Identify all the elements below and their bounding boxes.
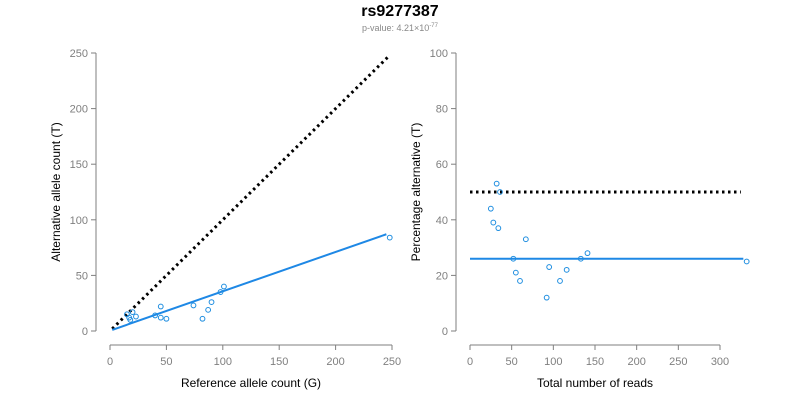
right-panel-data-point [522,236,529,243]
left-panel-data-point [157,303,164,310]
left-panel-data-point [199,315,206,322]
right-panel-y-tick-label: 80 [436,104,448,116]
left-panel-x-axis-title: Reference allele count (G) [181,376,321,390]
left-panel-x-tick-label: 250 [383,356,401,368]
right-panel-data-point [557,278,563,284]
right-panel-data-point [490,219,497,226]
left-panel-y-tick-label: 150 [70,159,88,171]
left-panel-data-point [129,309,136,315]
right-panel-data-point [563,266,570,273]
left-panel-data-point [152,312,159,319]
left-panel-data-point [221,283,227,290]
right-panel-data-point [577,255,584,262]
right-panel-x-axis-title: Total number of reads [537,376,653,390]
left-panel-x-tick-label: 100 [214,356,232,368]
left-panel-data-point [205,306,212,313]
chart-subtitle: p-value: 4.21×10-77 [0,23,800,33]
left-panel-data-point [127,316,134,323]
right-panel-data-point [487,205,494,212]
left-panel-y-tick-label: 200 [70,104,88,116]
right-panel-y-tick-label: 40 [436,215,448,227]
left-panel-x-tick-label: 0 [107,356,113,368]
left-panel-data-point [386,234,393,241]
left-panel-y-tick-label: 0 [82,326,88,338]
left-panel-data-point [133,313,139,320]
right-panel-data-point [584,250,591,257]
left-panel-y-tick-label: 250 [70,48,88,60]
left-panel-x-tick-label: 150 [270,356,288,368]
right-panel-x-tick-label: 250 [669,356,687,368]
right-panel-y-tick-label: 60 [436,159,448,171]
right-panel-x-tick-label: 50 [506,356,518,368]
left-panel-data-point [208,299,215,305]
right-panel-y-tick-label: 100 [430,48,448,60]
left-panel-data-point [163,315,170,322]
right-panel-y-axis-title: Percentage alternative (T) [409,123,423,262]
right-panel-x-tick-label: 0 [467,356,473,368]
right-panel-data-point [497,189,503,195]
p-value-text: p-value: 4.21×10 [362,23,430,33]
left-panel-fit-line [111,233,387,331]
right-panel-data-point [543,294,550,301]
left-panel-y-tick-label: 100 [70,215,88,227]
left-panel-y-tick-label: 50 [76,270,88,282]
right-panel-x-tick-label: 200 [627,356,645,368]
left-panel-data-point [157,314,164,321]
right-panel-x-tick-label: 150 [586,356,604,368]
right-panel-data-point [495,225,502,232]
left-panel-data-point [217,289,224,295]
left-panel-x-tick-label: 200 [326,356,344,368]
right-panel-data-point [510,255,517,262]
left-panel-x-tick-label: 50 [160,356,172,368]
left-panel-data-point [190,302,197,309]
right-panel-y-tick-label: 0 [442,326,448,338]
left-panel-reference-line [111,56,389,330]
right-panel-data-point [546,264,553,270]
right-panel-data-point [743,258,750,265]
chart-title: rs9277387 [361,3,439,20]
left-panel-y-axis-title: Alternative allele count (T) [49,122,63,261]
right-panel-y-tick-label: 20 [436,270,448,282]
right-panel-x-tick-label: 300 [711,356,729,368]
right-panel-data-point [517,278,523,284]
right-panel-data-point [493,180,500,187]
p-value-exponent: -77 [429,23,438,29]
right-panel-data-point [512,269,519,276]
right-panel-x-tick-label: 100 [544,356,562,368]
